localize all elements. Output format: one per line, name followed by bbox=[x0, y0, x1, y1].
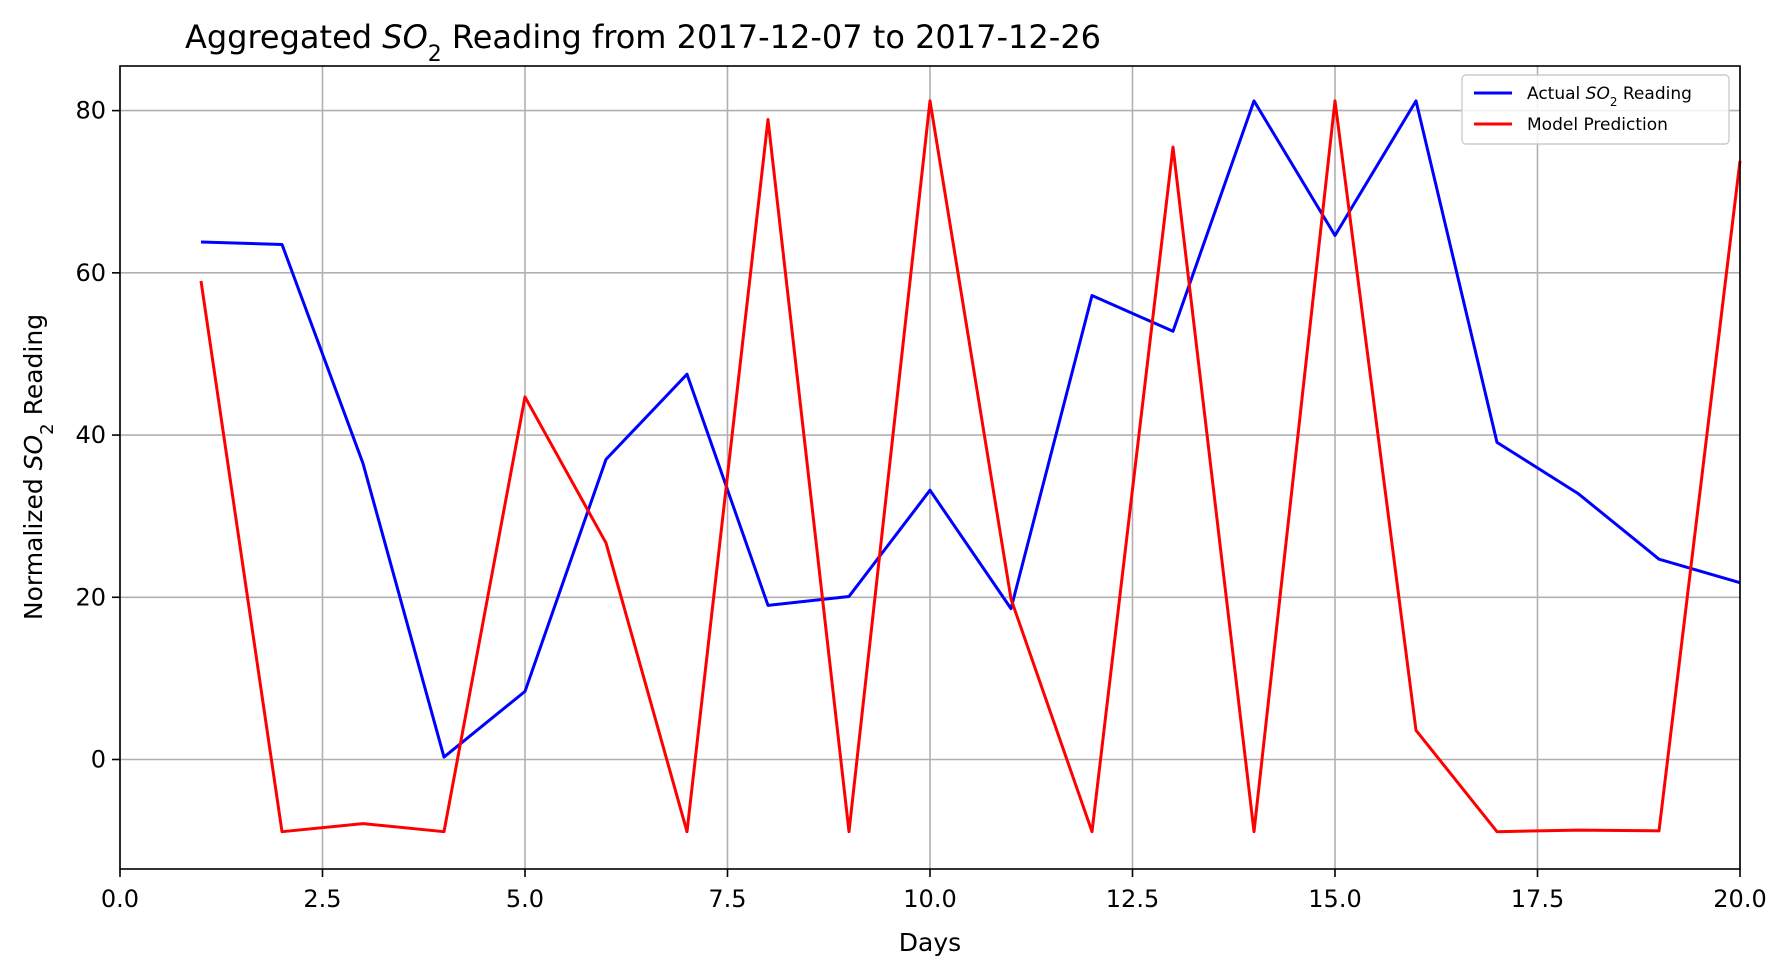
x-tick-label: 2.5 bbox=[303, 885, 341, 913]
legend-actual-chem: SO bbox=[1586, 84, 1610, 104]
y-axis-label: Normalized SO2 Reading bbox=[19, 314, 58, 620]
legend-actual-part-before: Actual bbox=[1527, 84, 1586, 104]
x-tick-label: 15.0 bbox=[1308, 885, 1361, 913]
x-axis-label: Days bbox=[899, 928, 961, 957]
x-tick-label: 17.5 bbox=[1511, 885, 1564, 913]
y-tick-label: 40 bbox=[75, 421, 106, 449]
y-tick-label: 20 bbox=[75, 583, 106, 611]
legend-actual-part-after: Reading bbox=[1617, 84, 1691, 104]
x-tick-label: 10.0 bbox=[903, 885, 956, 913]
chart-title-chem: SO bbox=[382, 18, 428, 56]
y-tick-label: 0 bbox=[91, 746, 106, 774]
x-tick-label: 12.5 bbox=[1106, 885, 1159, 913]
legend-prediction-label: Model Prediction bbox=[1527, 115, 1668, 135]
y-axis-label-chem: SO bbox=[19, 435, 48, 471]
legend-actual-subscript: 2 bbox=[1610, 95, 1618, 109]
y-tick-label: 60 bbox=[75, 259, 106, 287]
x-tick-label: 7.5 bbox=[708, 885, 746, 913]
x-tick-label: 20.0 bbox=[1713, 885, 1766, 913]
y-axis-label-part-before: Normalized bbox=[19, 470, 48, 620]
chart-title-subscript: 2 bbox=[428, 42, 442, 67]
series-lines bbox=[199, 99, 1742, 834]
x-tick-label: 0.0 bbox=[101, 885, 139, 913]
legend-entry-actual: Actual SO2 Reading bbox=[1527, 84, 1692, 109]
chart-title: Aggregated SO2 Reading from 2017-12-07 t… bbox=[185, 18, 1101, 67]
y-axis-label-part-after: Reading bbox=[19, 314, 48, 423]
legend: Actual SO2 Reading Model Prediction bbox=[1461, 74, 1730, 145]
series-line-prediction bbox=[199, 99, 1742, 834]
chart-title-part-before: Aggregated bbox=[185, 18, 382, 56]
legend-box bbox=[1461, 74, 1730, 145]
x-tick-label: 5.0 bbox=[506, 885, 544, 913]
y-axis-label-subscript: 2 bbox=[37, 423, 58, 434]
chart-title-part-after: Reading from 2017-12-07 to 2017-12-26 bbox=[442, 18, 1101, 56]
legend-entry-prediction: Model Prediction bbox=[1527, 115, 1668, 135]
y-tick-label: 80 bbox=[75, 97, 106, 125]
axis-ticks: 0.0 2.5 5.0 7.5 10.0 12.5 15.0 17.5 20.0 0 20 40 60 8… bbox=[75, 97, 1766, 913]
series-line-actual bbox=[200, 99, 1741, 759]
